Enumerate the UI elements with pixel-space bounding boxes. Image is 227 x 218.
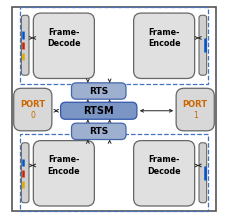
FancyBboxPatch shape xyxy=(133,13,194,78)
FancyBboxPatch shape xyxy=(60,102,136,119)
Text: Frame-
Decode: Frame- Decode xyxy=(147,155,180,176)
FancyBboxPatch shape xyxy=(33,141,94,206)
FancyBboxPatch shape xyxy=(21,15,29,75)
Text: Frame-
Encode: Frame- Encode xyxy=(147,27,180,48)
Bar xyxy=(20,134,207,211)
Text: Frame-
Encode: Frame- Encode xyxy=(47,155,80,176)
FancyBboxPatch shape xyxy=(133,141,194,206)
FancyBboxPatch shape xyxy=(198,15,206,75)
Text: PORT: PORT xyxy=(182,100,207,109)
Text: 1: 1 xyxy=(192,111,197,120)
FancyBboxPatch shape xyxy=(71,83,126,99)
FancyBboxPatch shape xyxy=(175,88,213,131)
FancyBboxPatch shape xyxy=(71,123,126,140)
Bar xyxy=(20,7,207,84)
Text: RTS: RTS xyxy=(89,127,108,136)
Text: PORT: PORT xyxy=(20,100,45,109)
Text: RTS: RTS xyxy=(89,87,108,95)
Text: Frame-
Decode: Frame- Decode xyxy=(47,27,80,48)
FancyBboxPatch shape xyxy=(33,13,94,78)
FancyBboxPatch shape xyxy=(21,143,29,203)
Text: 0: 0 xyxy=(30,111,35,120)
FancyBboxPatch shape xyxy=(198,143,206,203)
FancyBboxPatch shape xyxy=(14,88,52,131)
Text: RTSM: RTSM xyxy=(83,106,114,116)
